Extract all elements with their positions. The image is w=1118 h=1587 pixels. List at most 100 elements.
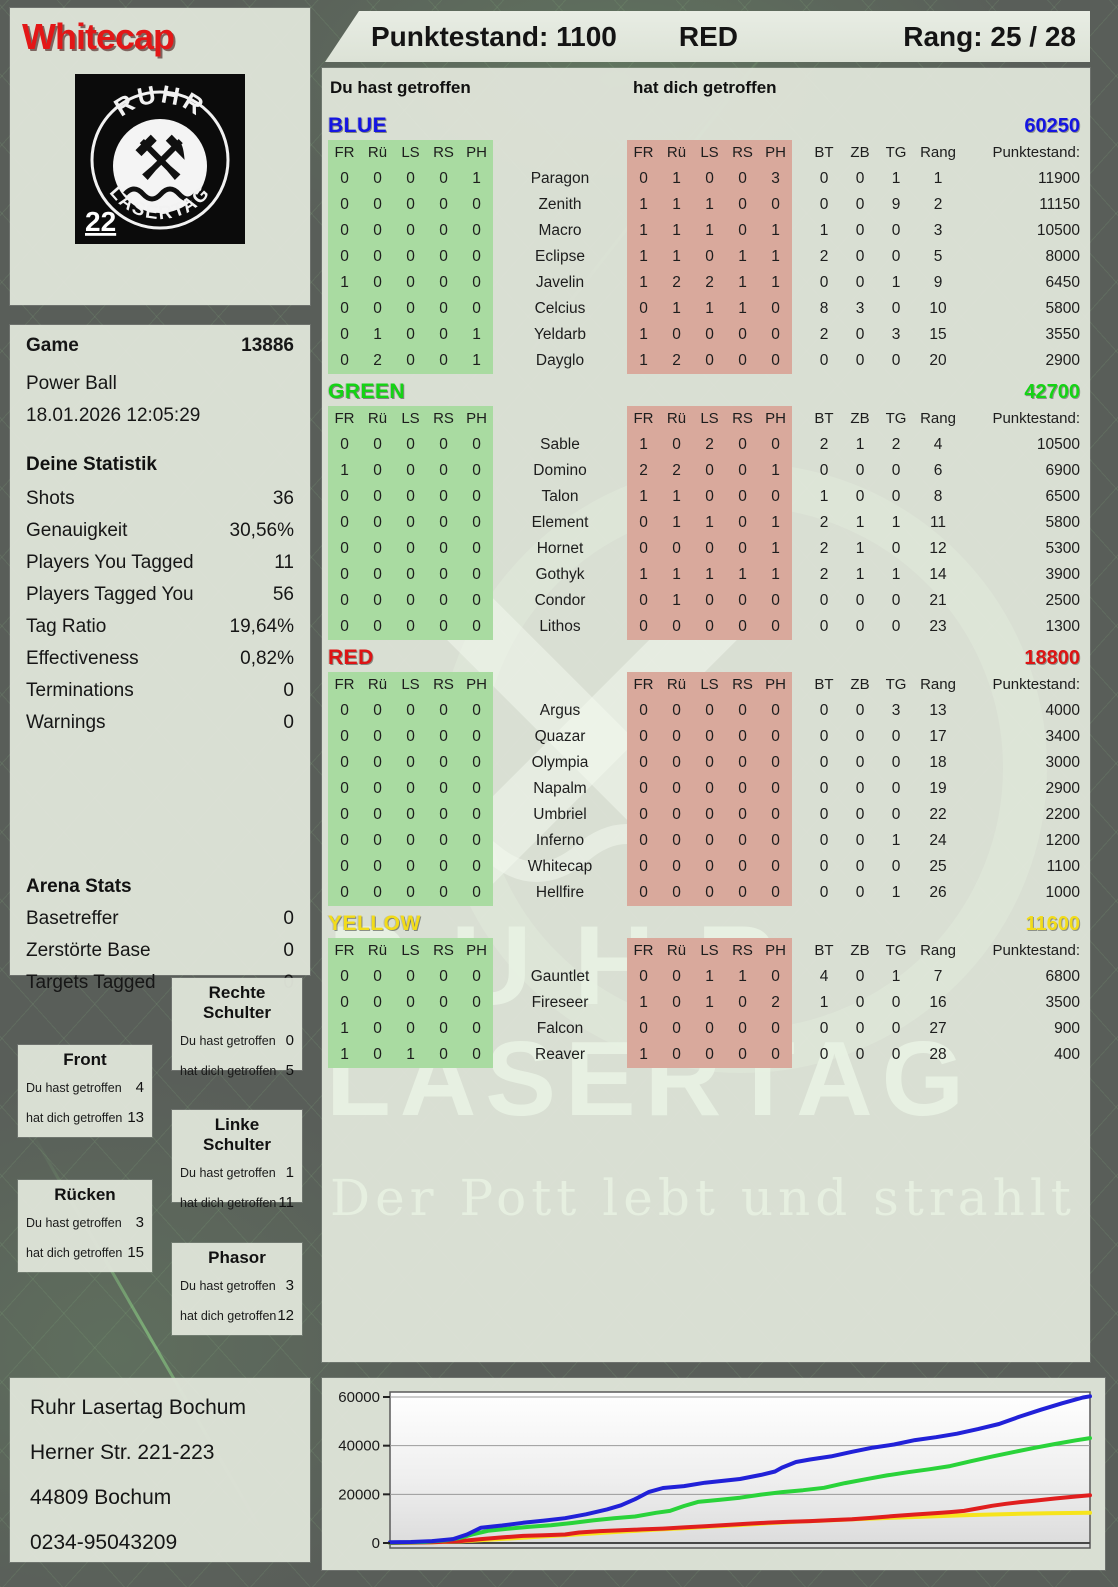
- bodypart-title: Front: [63, 1050, 107, 1069]
- you-hit-cell: 0: [460, 750, 493, 776]
- chart-panel: 0 20000 40000 60000: [322, 1378, 1105, 1570]
- them-hit-cell: 0: [759, 348, 792, 374]
- them-hit-cell: 1: [660, 192, 693, 218]
- them-hit-cell: 2: [660, 270, 693, 296]
- bodypart-panel-rechte-schulter: Rechte Schulter Du hast getroffen 0 hat d…: [172, 978, 302, 1079]
- player-name-cell: Fireseer: [531, 994, 589, 1011]
- punktestand-cell: 1200: [1045, 832, 1080, 849]
- name-col-spacer: [493, 140, 627, 166]
- punktestand-cell: 3400: [1045, 728, 1080, 745]
- gap-spacer: [792, 880, 806, 906]
- you-hit-cell: 0: [328, 322, 361, 348]
- punktestand-cell: 1100: [1046, 858, 1080, 875]
- extra-cell: 0: [855, 592, 865, 609]
- you-col-header: PH: [460, 406, 493, 432]
- them-hit-cell: 0: [759, 484, 792, 510]
- you-hit-cell: 0: [427, 588, 460, 614]
- team-name: GREEN: [328, 380, 406, 403]
- them-hit-cell: 1: [759, 218, 792, 244]
- you-hit-cell: 0: [394, 296, 427, 322]
- gap-spacer: [792, 828, 806, 854]
- them-hit-cell: 0: [660, 802, 693, 828]
- you-hit-cell: 0: [427, 166, 460, 192]
- extra-cell: 0: [891, 540, 901, 557]
- you-col-header: LS: [394, 672, 427, 698]
- extra-cell: 24: [929, 832, 947, 849]
- team-section-blue: BLUE 60250 FR Rü LS RS PH FR Rü LS RS PH BT ZB TG Rang P…: [328, 112, 1080, 374]
- you-hit-cell: 0: [427, 536, 460, 562]
- them-hit-cell: 1: [693, 218, 726, 244]
- bodypart-title: Rücken: [54, 1185, 116, 1204]
- you-hit-cell: 0: [328, 588, 361, 614]
- extra-col-header: TG: [885, 676, 907, 693]
- you-hit-cell: 0: [361, 880, 394, 906]
- bodypart-you-row: Du hast getroffen 1: [180, 1164, 294, 1181]
- them-col-header: LS: [693, 406, 726, 432]
- them-hit-cell: 0: [726, 828, 759, 854]
- extra-cell: 0: [891, 994, 901, 1011]
- them-hit-cell: 0: [627, 802, 660, 828]
- them-hit-cell: 0: [693, 776, 726, 802]
- extra-cell: 26: [929, 884, 947, 901]
- bodypart-them-row: hat dich getroffen 15: [26, 1244, 144, 1261]
- extra-cell: 1: [855, 436, 865, 453]
- extra-cell: 0: [819, 170, 829, 187]
- them-hit-cell: 0: [759, 880, 792, 906]
- you-hit-cell: 0: [394, 432, 427, 458]
- extra-cell: 3: [891, 702, 901, 719]
- them-hit-cell: 0: [726, 322, 759, 348]
- stat-row: Players Tagged You 56: [26, 584, 294, 606]
- them-hit-cell: 0: [759, 828, 792, 854]
- them-hit-cell: 0: [693, 828, 726, 854]
- stat-label: Warnings: [26, 712, 106, 733]
- you-hit-cell: 1: [361, 322, 394, 348]
- personal-stats-panel: Game 13886 Power Ball 18.01.2026 12:05:2…: [10, 325, 310, 993]
- them-hit-cell: 1: [759, 510, 792, 536]
- you-hit-cell: 0: [394, 322, 427, 348]
- extra-cell: 0: [891, 592, 901, 609]
- them-hit-cell: 0: [726, 614, 759, 640]
- you-hit-cell: 0: [328, 484, 361, 510]
- them-hit-cell: 0: [693, 1042, 726, 1068]
- them-col-header: RS: [726, 672, 759, 698]
- player-name-cell: Whitecap: [527, 858, 593, 875]
- them-hit-cell: 0: [660, 536, 693, 562]
- extra-cell: 1: [855, 540, 865, 557]
- you-hit-cell: 0: [460, 964, 493, 990]
- player-name-cell: Domino: [533, 462, 587, 479]
- them-hit-cell: 1: [759, 270, 792, 296]
- you-col-header: FR: [328, 406, 361, 432]
- extra-cell: 1: [891, 274, 901, 291]
- you-hit-cell: 0: [361, 1016, 394, 1042]
- extra-cell: 0: [891, 806, 901, 823]
- them-hit-cell: 1: [759, 536, 792, 562]
- them-hit-cell: 0: [627, 828, 660, 854]
- extra-cell: 0: [855, 1046, 865, 1063]
- extra-cell: 1: [891, 884, 901, 901]
- them-hit-cell: 1: [627, 1042, 660, 1068]
- stat-label: Targets Tagged: [26, 972, 156, 993]
- name-col-spacer: [493, 938, 627, 964]
- gap-spacer: [792, 348, 806, 374]
- them-hit-cell: 0: [660, 828, 693, 854]
- you-hit-cell: 0: [361, 588, 394, 614]
- them-hit-cell: 0: [693, 458, 726, 484]
- them-hit-cell: 1: [627, 484, 660, 510]
- you-hit-cell: 0: [394, 964, 427, 990]
- you-col-header: RS: [427, 938, 460, 964]
- you-hit-cell: 0: [328, 964, 361, 990]
- them-col-header: PH: [759, 938, 792, 964]
- stat-value: 0: [283, 680, 294, 701]
- you-hit-cell: 0: [460, 244, 493, 270]
- extra-cell: 0: [855, 352, 865, 369]
- you-hit-cell: 0: [394, 614, 427, 640]
- you-hit-cell: 0: [460, 880, 493, 906]
- arena-stats-title: Arena Stats: [26, 876, 132, 897]
- team-section-red: RED 18800 FR Rü LS RS PH FR Rü LS RS PH BT ZB TG Rang Pu…: [328, 644, 1080, 906]
- them-hit-cell: 1: [660, 510, 693, 536]
- you-hit-cell: 0: [361, 750, 394, 776]
- you-hit-cell: 0: [394, 510, 427, 536]
- them-hit-cell: 0: [759, 588, 792, 614]
- them-hit-cell: 2: [660, 458, 693, 484]
- you-label: Du hast getroffen: [180, 1034, 276, 1048]
